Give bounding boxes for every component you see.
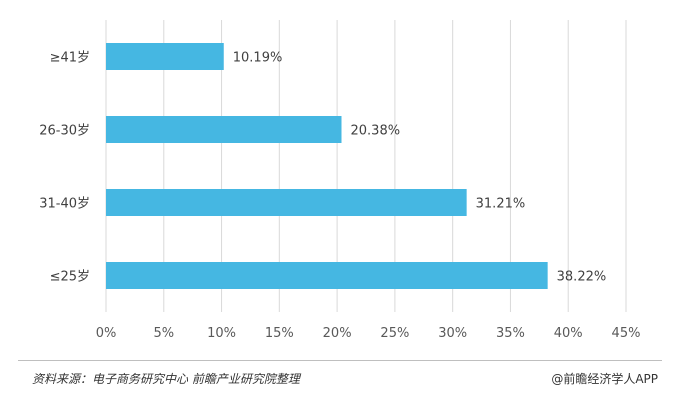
footer: 资料来源：电子商务研究中心 前瞻产业研究院整理 @前瞻经济学人APP: [0, 360, 680, 400]
category-labels: ≥41岁 26-30岁 31-40岁 ≤25岁: [39, 51, 90, 285]
x-tick-label: 20%: [323, 326, 352, 341]
x-tick-label: 10%: [207, 326, 236, 341]
x-tick-label: 45%: [612, 326, 641, 341]
source-note: 资料来源：电子商务研究中心 前瞻产业研究院整理: [32, 372, 300, 386]
bar: [106, 189, 467, 216]
bar: [106, 262, 548, 289]
x-tick-label: 5%: [153, 326, 174, 341]
bar: [106, 43, 224, 70]
category-label: 31-40岁: [39, 197, 90, 212]
x-axis-tick-labels: 0% 5% 10% 15% 20% 25% 30% 35% 40% 45%: [96, 326, 641, 341]
data-label: 20.38%: [351, 124, 401, 139]
data-labels: 10.19% 20.38% 31.21% 38.22%: [233, 51, 606, 285]
category-label: ≥41岁: [50, 51, 90, 66]
data-label: 38.22%: [557, 270, 607, 285]
category-label: 26-30岁: [39, 124, 90, 139]
x-tick-label: 30%: [438, 326, 467, 341]
x-tick-label: 40%: [554, 326, 583, 341]
data-label: 31.21%: [476, 197, 526, 212]
credit-label: @前瞻经济学人APP: [551, 372, 658, 386]
x-tick-label: 25%: [380, 326, 409, 341]
x-tick-label: 35%: [496, 326, 525, 341]
bar-chart: 10.19% 20.38% 31.21% 38.22% ≥41岁 26-30岁 31-40…: [39, 20, 641, 341]
bars: [106, 43, 548, 289]
x-tick-label: 0%: [96, 326, 117, 341]
bar: [106, 116, 342, 143]
x-tick-label: 15%: [265, 326, 294, 341]
category-label: ≤25岁: [50, 270, 90, 285]
data-label: 10.19%: [233, 51, 283, 66]
footer-divider: [18, 360, 662, 361]
